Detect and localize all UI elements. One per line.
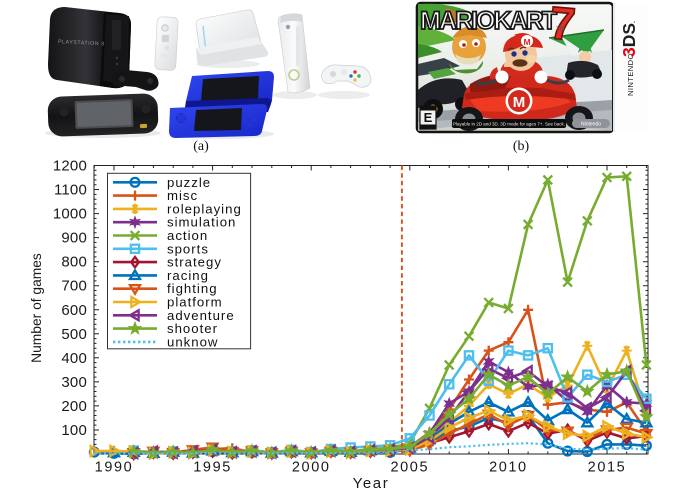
svg-text:200: 200 bbox=[61, 398, 87, 415]
svg-text:unknow: unknow bbox=[167, 334, 218, 349]
svg-text:action: action bbox=[167, 228, 208, 243]
svg-text:1995: 1995 bbox=[193, 460, 232, 476]
svg-text:strategy: strategy bbox=[167, 255, 222, 270]
svg-text:Year: Year bbox=[353, 475, 390, 491]
svg-text:roleplaying: roleplaying bbox=[167, 201, 242, 216]
svg-text:Number of games: Number of games bbox=[29, 253, 44, 363]
svg-text:7: 7 bbox=[547, 0, 577, 50]
svg-text:M: M bbox=[523, 37, 530, 47]
svg-text:PLAYSTATION 3: PLAYSTATION 3 bbox=[58, 39, 105, 47]
svg-text:(a): (a) bbox=[193, 139, 209, 154]
svg-text:800: 800 bbox=[61, 254, 87, 271]
svg-text:1990: 1990 bbox=[95, 460, 134, 476]
svg-text:400: 400 bbox=[61, 350, 87, 367]
svg-text:shooter: shooter bbox=[167, 321, 218, 336]
svg-text:2015: 2015 bbox=[588, 460, 627, 476]
svg-text:puzzle: puzzle bbox=[167, 175, 211, 190]
svg-text:Playable in 2D and 3D. 3D mode: Playable in 2D and 3D. 3D mode for ages … bbox=[453, 122, 565, 127]
svg-text:3DS.: 3DS. bbox=[619, 21, 639, 57]
svg-text:sports: sports bbox=[167, 241, 209, 256]
svg-text:platform: platform bbox=[167, 295, 223, 310]
svg-text:M: M bbox=[513, 94, 526, 111]
svg-text:simulation: simulation bbox=[167, 215, 236, 230]
svg-text:100: 100 bbox=[61, 422, 87, 439]
svg-text:300: 300 bbox=[61, 374, 87, 391]
svg-text:900: 900 bbox=[61, 230, 87, 247]
svg-text:NINTENDO: NINTENDO bbox=[626, 53, 635, 96]
svg-text:misc: misc bbox=[167, 188, 198, 203]
svg-text:TM: TM bbox=[556, 27, 565, 33]
svg-text:500: 500 bbox=[61, 326, 87, 343]
svg-text:700: 700 bbox=[61, 278, 87, 295]
svg-text:fighting: fighting bbox=[167, 281, 218, 296]
svg-text:600: 600 bbox=[61, 302, 87, 319]
svg-text:2000: 2000 bbox=[292, 460, 331, 476]
svg-text:1200: 1200 bbox=[53, 158, 87, 175]
svg-text:E: E bbox=[424, 110, 433, 125]
svg-text:adventure: adventure bbox=[167, 308, 235, 323]
svg-text:1000: 1000 bbox=[53, 206, 87, 223]
svg-text:MARIOKART: MARIOKART bbox=[420, 7, 557, 35]
svg-text:2005: 2005 bbox=[390, 460, 429, 476]
svg-text:Nintendo: Nintendo bbox=[581, 122, 601, 128]
svg-text:(b): (b) bbox=[513, 139, 530, 154]
svg-text:racing: racing bbox=[167, 268, 209, 283]
svg-text:2010: 2010 bbox=[489, 460, 528, 476]
svg-text:1100: 1100 bbox=[54, 182, 87, 199]
